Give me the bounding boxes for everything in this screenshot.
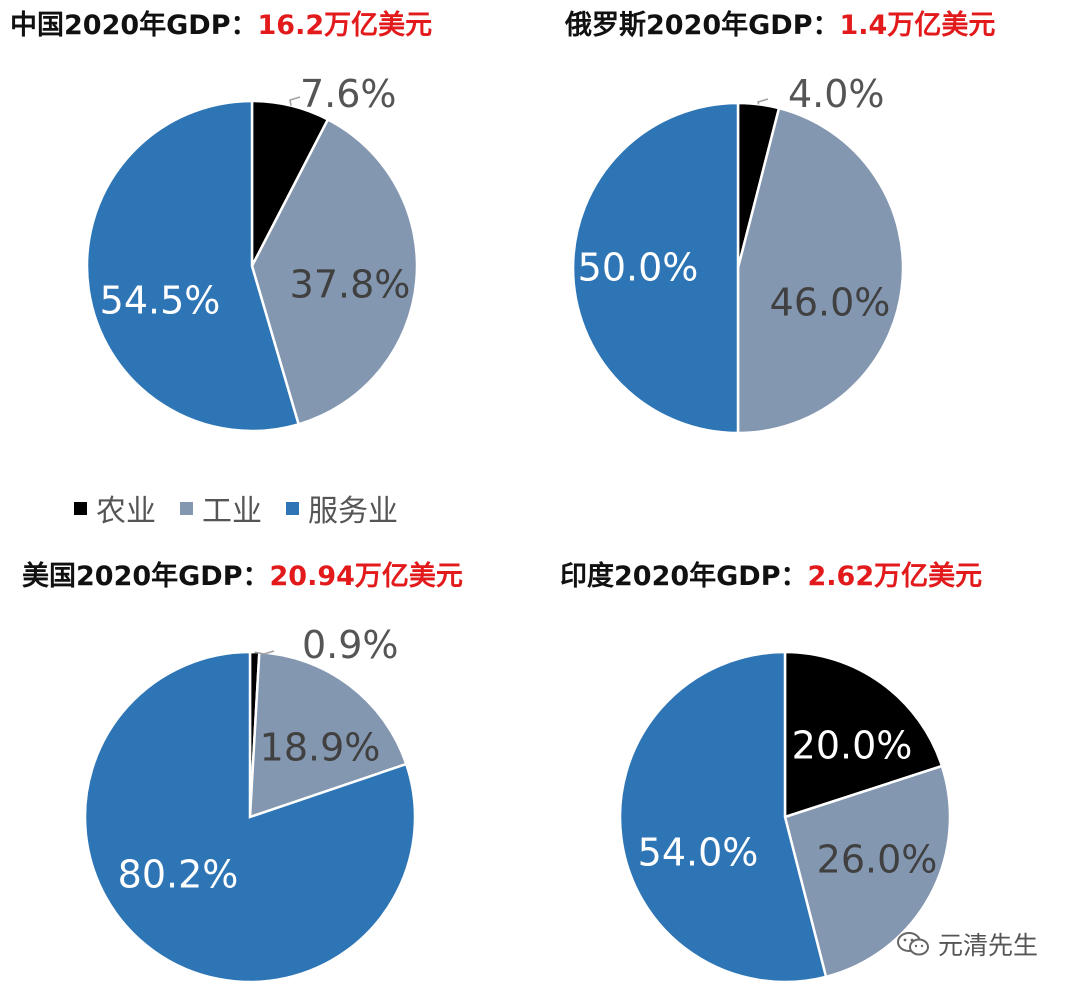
russia-gdp-title: 俄罗斯2020年GDP：1.4万亿美元	[565, 12, 995, 39]
china-title-value: 16.2万亿美元	[257, 10, 433, 41]
russia-title-value: 1.4万亿美元	[839, 10, 996, 41]
russia-slice-services	[571, 101, 740, 435]
india-slice-services	[618, 650, 828, 984]
china-label-agriculture: 7.6%	[300, 72, 397, 116]
china-label-industry: 37.8%	[290, 263, 411, 307]
usa-label-agriculture: 0.9%	[302, 623, 399, 667]
legend-label-services: 服务业	[308, 494, 398, 529]
legend-swatch-services	[286, 501, 299, 515]
usa-title-value: 20.94万亿美元	[269, 561, 463, 592]
russia-label-agriculture: 4.0%	[788, 72, 885, 116]
russia-leader-agriculture	[757, 98, 769, 105]
usa-leader-agriculture	[254, 650, 275, 655]
china-pie: 7.6% 37.8% 54.5%	[85, 72, 419, 433]
india-title-label: 印度2020年GDP：	[560, 561, 808, 592]
legend: 农业 工业 服务业	[74, 486, 422, 530]
watermark-text: 元清先生	[938, 931, 1039, 960]
watermark: 元清先生	[896, 926, 1038, 962]
china-slice-industry	[250, 117, 419, 426]
usa-slice-industry	[248, 650, 408, 819]
usa-gdp-title: 美国2020年GDP：20.94万亿美元	[22, 563, 463, 590]
russia-slice-industry	[736, 106, 905, 435]
usa-title-label: 美国2020年GDP：	[22, 561, 270, 592]
legend-label-industry: 工业	[202, 494, 262, 529]
india-title-value: 2.62万亿美元	[807, 561, 983, 592]
legend-item-services: 服务业	[286, 486, 398, 530]
wechat-icon	[897, 932, 929, 956]
india-gdp-title: 印度2020年GDP：2.62万亿美元	[560, 563, 982, 590]
legend-item-industry: 工业	[180, 486, 262, 530]
india-label-industry: 26.0%	[817, 838, 938, 882]
china-gdp-title: 中国2020年GDP：16.2万亿美元	[10, 12, 432, 39]
usa-slice-services	[83, 650, 417, 984]
legend-swatch-agriculture	[74, 501, 87, 515]
india-slice-industry	[783, 764, 952, 979]
russia-label-industry: 46.0%	[770, 281, 891, 325]
usa-label-services: 80.2%	[118, 853, 239, 897]
russia-label-services: 50.0%	[578, 246, 699, 290]
india-label-services: 54.0%	[638, 831, 759, 875]
usa-label-industry: 18.9%	[260, 726, 381, 770]
russia-title-label: 俄罗斯2020年GDP：	[565, 10, 840, 41]
china-title-label: 中国2020年GDP：	[10, 10, 258, 41]
india-pie: 20.0% 26.0% 54.0%	[618, 650, 952, 984]
india-slice-agriculture	[783, 650, 944, 819]
usa-pie: 0.9% 18.9% 80.2%	[83, 623, 417, 984]
china-label-services: 54.5%	[100, 279, 221, 323]
legend-item-agriculture: 农业	[74, 486, 156, 530]
legend-swatch-industry	[180, 501, 193, 515]
china-slice-services	[85, 99, 301, 433]
india-label-agriculture: 20.0%	[792, 724, 913, 768]
china-leader-agriculture	[289, 96, 301, 106]
legend-label-agriculture: 农业	[96, 494, 156, 529]
russia-pie: 4.0% 46.0% 50.0%	[571, 72, 905, 435]
